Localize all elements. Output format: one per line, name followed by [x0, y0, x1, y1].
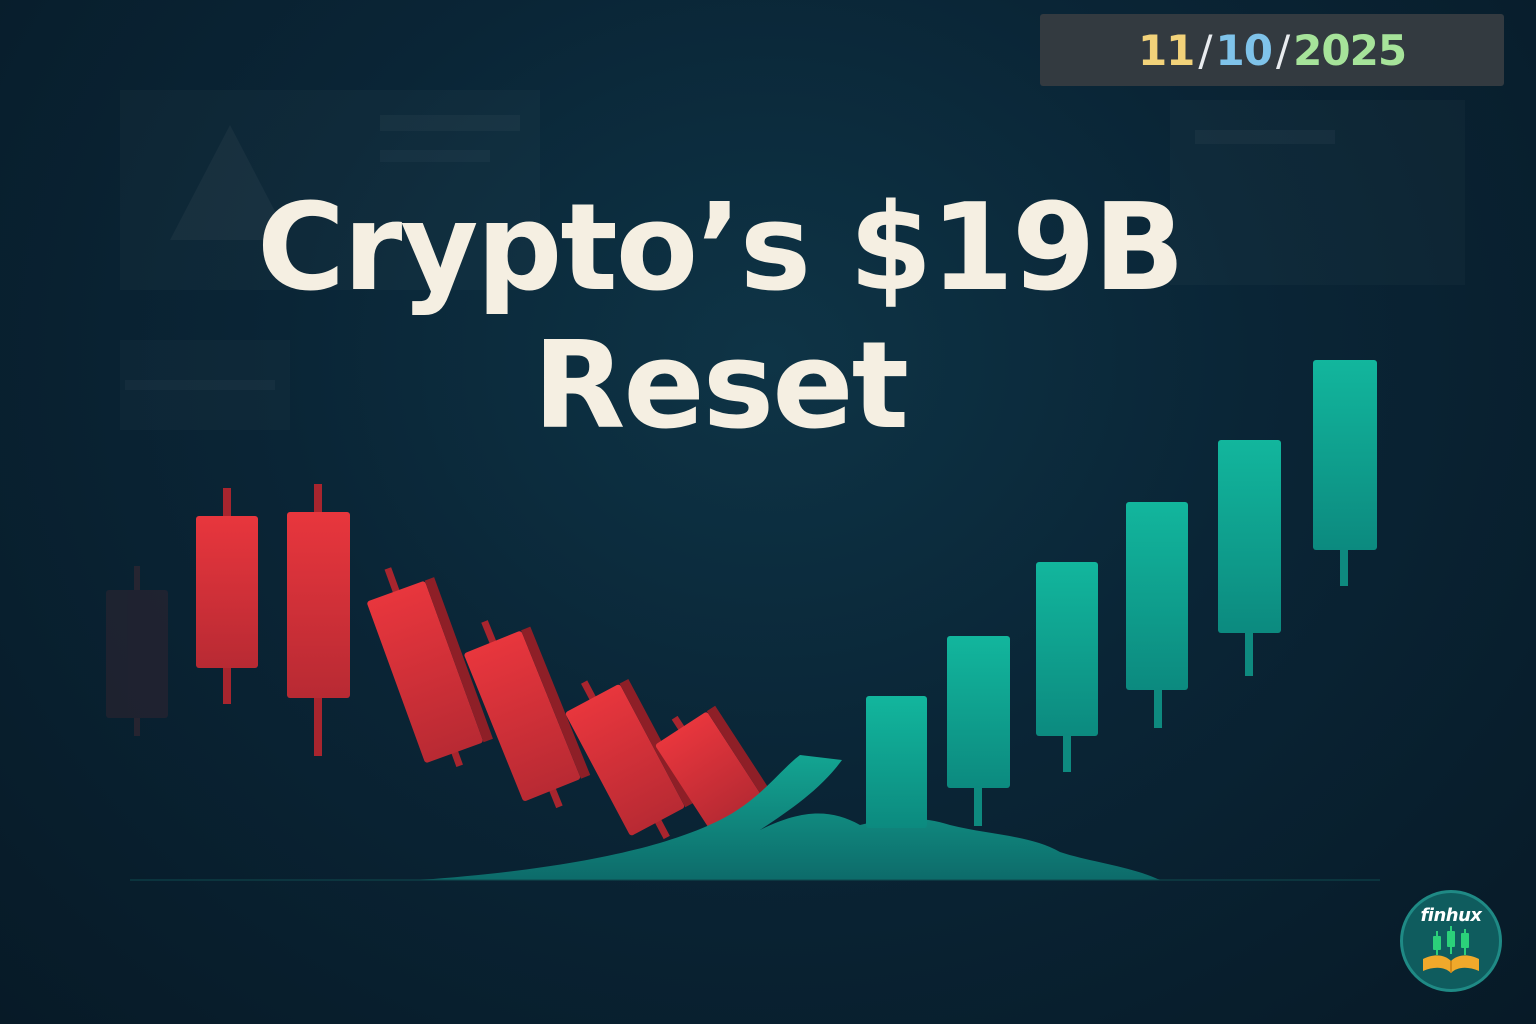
- date-year: 2025: [1293, 25, 1407, 75]
- headline-line-2: Reset: [533, 317, 909, 456]
- recovery-wave: [420, 755, 1160, 880]
- date-badge: 11 / 10 / 2025: [1040, 14, 1504, 86]
- date-separator: /: [1276, 25, 1290, 75]
- candle-red-3: [367, 567, 493, 767]
- candle-red-2: [287, 484, 350, 756]
- candle-red-1: [196, 488, 258, 704]
- logo-text: finhux: [1420, 905, 1482, 926]
- date-month: 10: [1215, 25, 1273, 75]
- candle-faded: [106, 566, 168, 736]
- candlestick-book-icon: [1423, 926, 1479, 973]
- headline-line-1: Crypto’s $19B: [257, 179, 1185, 318]
- date-separator: /: [1198, 25, 1212, 75]
- candle-green-6: [1313, 360, 1377, 586]
- candle-red-4: [464, 620, 591, 809]
- candle-red-6: [655, 705, 770, 828]
- date-day: 11: [1137, 25, 1195, 75]
- candle-green-1: [866, 696, 927, 828]
- warning-icon: [170, 125, 290, 240]
- candle-green-5: [1218, 440, 1281, 676]
- candle-green-3: [1036, 562, 1098, 772]
- finhux-logo: finhux: [1400, 890, 1502, 992]
- headline: Crypto’s $19B Reset: [240, 180, 1200, 456]
- candle-green-2: [947, 636, 1010, 826]
- candle-green-4: [1126, 502, 1188, 728]
